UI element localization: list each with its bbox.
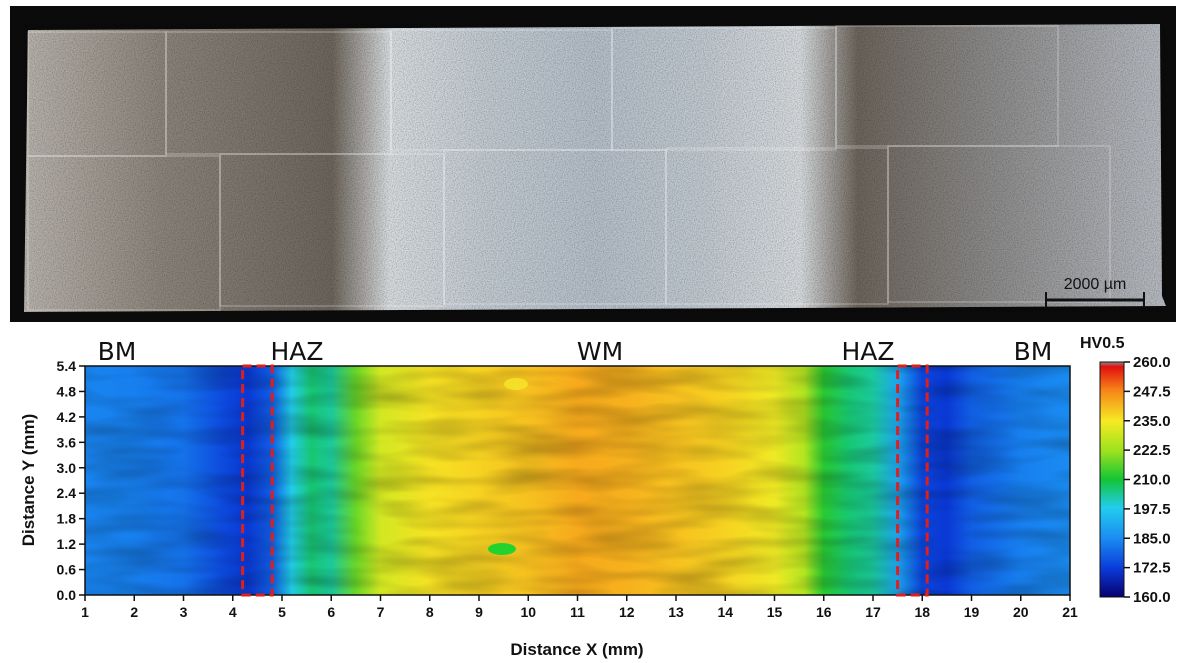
colorbar: HV0.5 160.0 172.5 185.0 197.5 210.0 222.5 235.… [1080,335,1171,606]
plot-area [84,364,1071,597]
colorbar-tick-label: 222.5 [1133,442,1171,459]
x-tick-label: 13 [668,604,684,620]
y-tick-label: 5.4 [57,358,77,374]
y-tick-label: 4.2 [57,409,77,425]
scale-bar: 2000 µm [1045,276,1145,308]
zone-label-haz-right: HAZ [841,337,894,366]
colorbar-title: HV0.5 [1080,335,1125,352]
colorbar-tick-label: 260.0 [1133,354,1171,371]
x-tick-label: 19 [964,604,980,620]
x-tick-label: 5 [278,604,286,620]
x-tick-label: 6 [327,604,335,620]
x-tick-label: 11 [570,604,585,620]
x-tick-label: 16 [816,604,832,620]
colorbar-tick-label: 235.0 [1133,413,1171,430]
x-tick-label: 1 [81,604,89,620]
y-tick-label: 1.8 [57,511,77,527]
hardness-texture [85,366,1070,595]
x-tick-label: 2 [130,604,138,620]
zone-label-bm-right: BM [1014,337,1053,366]
x-tick-label: 3 [180,604,188,620]
x-tick-label: 14 [717,604,733,620]
y-axis-title: Distance Y (mm) [19,414,38,547]
x-tick-label: 9 [475,604,483,620]
y-tick-label: 0.0 [57,587,77,603]
zone-labels: BM HAZ WM HAZ BM [98,337,1053,366]
y-axis: 0.0 0.6 1.2 1.8 2.4 3.0 3.6 4.2 4.8 5.4 [57,358,85,603]
x-tick-label: 15 [767,604,783,620]
x-tick-label: 10 [520,604,536,620]
hard-spot [488,543,516,555]
x-tick-label: 18 [914,604,930,620]
x-axis-title: Distance X (mm) [510,640,643,659]
y-tick-label: 2.4 [57,485,77,501]
x-tick-label: 21 [1062,604,1078,620]
colorbar-scale [1099,361,1125,598]
y-tick-label: 1.2 [57,536,77,552]
y-tick-label: 3.0 [57,460,77,476]
y-tick-label: 0.6 [57,562,77,578]
colorbar-tick-label: 185.0 [1133,530,1171,547]
colorbar-tick-label: 160.0 [1133,589,1171,606]
x-tick-label: 20 [1013,604,1029,620]
x-axis: 1 2 3 4 5 6 7 8 9 10 11 12 13 14 15 16 17 18 19 20 21 [81,595,1078,620]
weld-micrograph: 2000 µm [10,6,1176,322]
x-tick-label: 17 [865,604,881,620]
colorbar-tick-label: 247.5 [1133,383,1171,400]
colorbar-ticks: 160.0 172.5 185.0 197.5 210.0 222.5 235.0 247.5… [1124,354,1171,606]
zone-label-haz-left: HAZ [270,337,323,366]
colorbar-tick-label: 210.0 [1133,472,1171,489]
marked-region [241,364,274,597]
marked-regions [241,364,929,597]
marked-region [896,364,929,597]
x-tick-label: 8 [426,604,434,620]
colorbar-tick-label: 197.5 [1133,501,1171,518]
y-tick-label: 3.6 [57,434,77,450]
hardness-map: BM HAZ WM HAZ BM 1 2 3 4 5 6 7 8 9 10 11 12 13 14 15 16… [19,335,1171,659]
x-tick-label: 4 [229,604,237,620]
scale-bar-label: 2000 µm [1064,276,1127,293]
colorbar-tick-label: 172.5 [1133,560,1171,577]
y-tick-label: 4.8 [57,383,77,399]
zone-label-wm: WM [577,337,623,366]
hard-spot [504,378,528,390]
x-tick-label: 12 [619,604,635,620]
zone-label-bm-left: BM [98,337,137,366]
x-tick-label: 7 [377,604,385,620]
